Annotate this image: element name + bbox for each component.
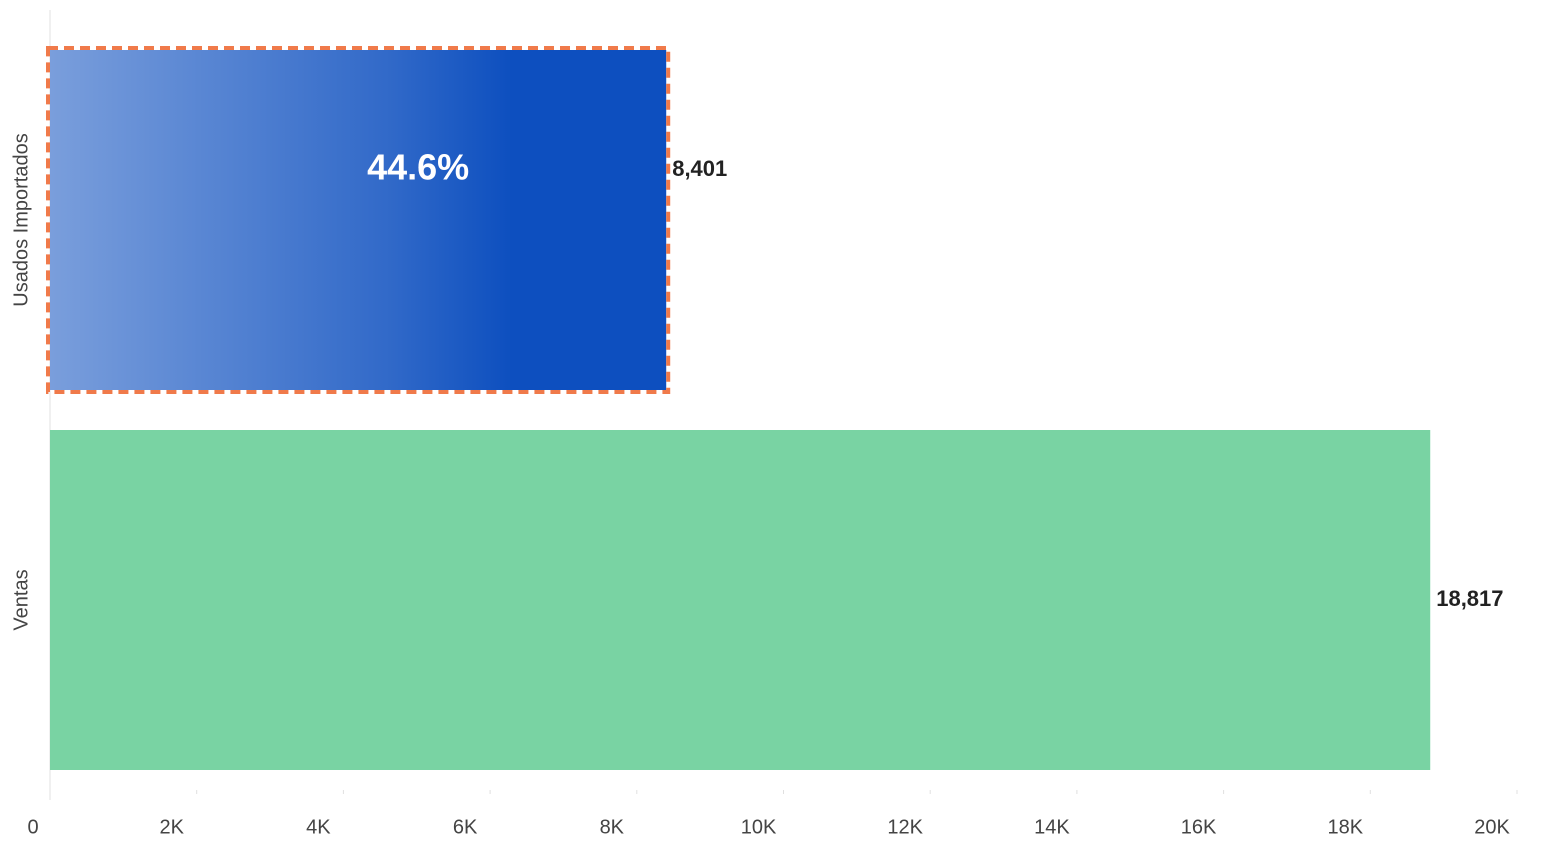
bar bbox=[50, 430, 1431, 770]
x-tick-label: 18K bbox=[1328, 816, 1364, 838]
annotation: 44.6% bbox=[367, 147, 469, 188]
x-tick-label: 0 bbox=[27, 816, 38, 838]
bar-highlight bbox=[46, 46, 671, 394]
x-tick-label: 4K bbox=[306, 816, 331, 838]
x-tick-label: 8K bbox=[600, 816, 625, 838]
x-tick-label: 20K bbox=[1474, 816, 1510, 838]
value-label: 8,401 bbox=[672, 156, 727, 181]
value-label: 18,817 bbox=[1436, 586, 1503, 611]
x-tick-label: 6K bbox=[453, 816, 478, 838]
x-tick-label: 14K bbox=[1034, 816, 1070, 838]
x-tick-label: 10K bbox=[741, 816, 777, 838]
y-tick-label: Usados Importados bbox=[10, 133, 32, 306]
bar-shade bbox=[50, 50, 667, 390]
x-tick-label: 2K bbox=[159, 816, 184, 838]
x-tick-label: 12K bbox=[887, 816, 923, 838]
y-tick-label: Ventas bbox=[10, 569, 32, 630]
x-tick-label: 16K bbox=[1181, 816, 1217, 838]
